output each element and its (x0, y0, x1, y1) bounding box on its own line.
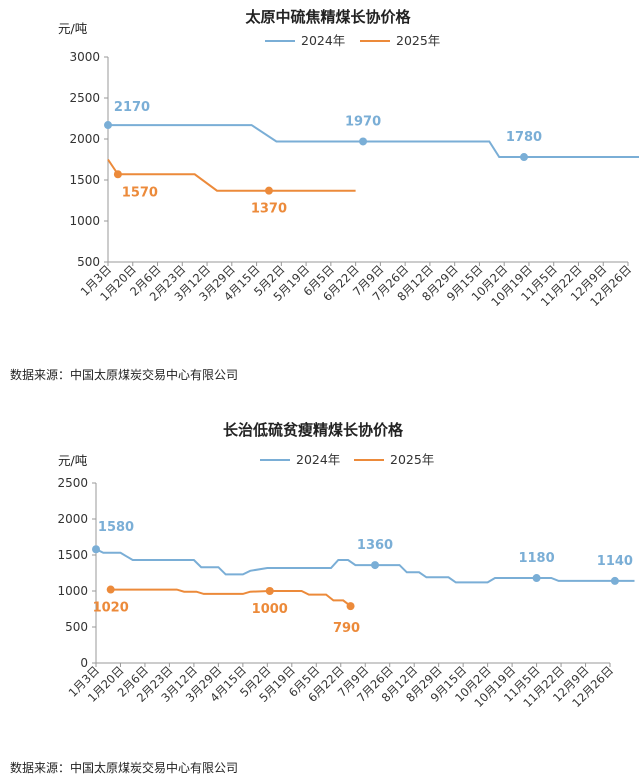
chart-2-data-label: 1180 (518, 551, 554, 566)
chart-1-data-point (113, 170, 122, 179)
chart-1-data-label: 1570 (122, 185, 158, 200)
chart-1-source: 数据来源：中国太原煤炭交易中心有限公司 (10, 368, 239, 382)
chart-1-y-tick-label: 2500 (69, 91, 100, 105)
chart-2-y-tick-label: 2000 (57, 512, 88, 526)
chart-2-series-line-2 (110, 588, 352, 607)
chart-1-data-label: 1370 (251, 202, 287, 217)
chart-1-data-point (520, 153, 528, 162)
chart-2-y-tick-label: 1500 (57, 548, 88, 562)
chart-1-y-tick-label: 2000 (69, 132, 100, 146)
chart-1-y-tick-label: 1500 (69, 173, 100, 187)
chart-2-y-tick-label: 0 (80, 656, 88, 670)
chart-2-data-point (106, 585, 115, 594)
chart-2-data-point (532, 574, 541, 583)
chart-2-data-point (265, 587, 274, 595)
chart-2-y-tick-label: 1000 (57, 584, 88, 598)
chart-1-y-tick-label: 500 (77, 255, 100, 269)
chart-2-data-label: 1580 (98, 520, 134, 535)
chart-1-legend-label-2: 2025年 (396, 33, 440, 48)
chart-2: 长治低硫贫瘦精煤长协价格元/吨 2024年 2025年 0 500 1000 1500 200… (0, 415, 639, 750)
chart-2-data-point (371, 561, 380, 570)
chart-2-y-tick-label: 2500 (57, 476, 88, 490)
chart-2-legend-label-2: 2025年 (390, 452, 434, 467)
chart-2-data-label: 1000 (252, 602, 288, 617)
chart-1-y-tick-label: 1000 (69, 214, 100, 228)
chart-2-series-line-1 (95, 548, 635, 584)
chart-1-legend-label-1: 2024年 (301, 33, 345, 48)
chart-2-legend-label-1: 2024年 (296, 452, 340, 467)
chart-1-y-tick-label: 3000 (69, 50, 100, 64)
chart-1: 太原中硫焦精煤长协价格元/吨 2024年 2025年 500 1000 1500 2000 2… (0, 0, 639, 345)
chart-1-data-label: 1780 (506, 130, 542, 145)
chart-2-data-point (346, 602, 355, 611)
chart-1-data-point (264, 186, 273, 195)
chart-2-data-label: 790 (333, 621, 360, 636)
chart-2-source: 数据来源：中国太原煤炭交易中心有限公司 (10, 761, 239, 775)
chart-2-data-label: 1020 (93, 601, 129, 616)
chart-2-data-label: 1140 (597, 554, 633, 569)
chart-1-series-line-1 (108, 124, 639, 158)
chart-2-data-point (92, 545, 100, 554)
chart-2-y-axis-label: 元/吨 (58, 453, 88, 468)
chart-1-title: 太原中硫焦精煤长协价格 (245, 8, 411, 26)
chart-1-data-point (359, 137, 368, 146)
chart-1-series-line-2 (107, 158, 356, 192)
chart-2-title: 长治低硫贫瘦精煤长协价格 (223, 421, 404, 439)
chart-2-data-point (610, 576, 619, 585)
chart-2-y-tick-label: 500 (65, 620, 88, 634)
chart-1-data-point (104, 121, 112, 130)
chart-2-data-label: 1360 (357, 538, 393, 553)
chart-1-y-axis-label: 元/吨 (58, 21, 88, 36)
chart-1-data-label: 2170 (114, 100, 150, 115)
chart-1-data-label: 1970 (345, 114, 381, 129)
